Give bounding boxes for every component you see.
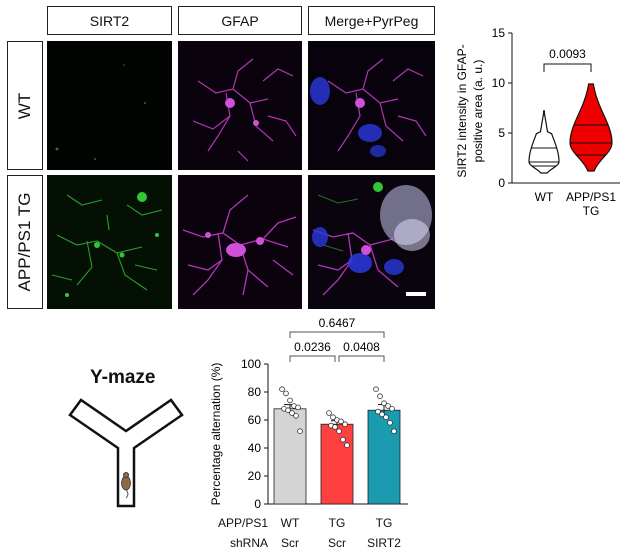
bar-data-point (389, 406, 395, 412)
bar-category-label: TG (328, 516, 346, 530)
micrograph-wt-gfap (178, 41, 302, 170)
micrograph-tg-sirt2 (47, 175, 172, 309)
bar-significance-bracket (338, 355, 385, 362)
bar-data-point (326, 410, 332, 416)
bar-p-value: 0.0236 (294, 340, 331, 354)
bar-data-point (385, 403, 391, 409)
micrograph-tg-merge (308, 175, 435, 309)
violin-shape-wt (528, 110, 560, 174)
bar-row-label-genotype: APP/PS1 (217, 516, 268, 530)
bar-significance-bracket (289, 355, 336, 362)
row-label-wt-text: WT (15, 92, 34, 119)
bar-data-point (377, 393, 383, 399)
violin-shape-tg (569, 83, 613, 172)
bar-row-label-shrna: shRNA (229, 536, 268, 550)
bar-data-point (383, 414, 389, 420)
bar-2 (367, 409, 401, 505)
violin-category-label: WT (535, 190, 554, 204)
violin-y-axis-label-line-1: SIRT2 intensity in GFAP- (455, 44, 469, 177)
bar-p-value: 0.6467 (319, 316, 356, 330)
bar-category-label: TG (375, 516, 393, 530)
ymaze-diagram (68, 398, 184, 508)
violin-y-tick-label: 15 (492, 26, 506, 40)
micrograph-wt-sirt2 (47, 41, 172, 170)
bar-data-point (279, 386, 285, 392)
bar-p-value: 0.0408 (343, 340, 380, 354)
violin-y-tick-label: 0 (498, 176, 505, 190)
column-header-sirt2: SIRT2 (47, 6, 172, 35)
bar-data-point (297, 428, 303, 434)
bar-significance-bracket (289, 331, 385, 338)
violin-y-tick-label: 10 (492, 76, 506, 90)
bar-data-point (336, 428, 342, 434)
bar-1 (320, 423, 354, 505)
bar-data-point (375, 408, 381, 415)
bar-data-point (340, 436, 346, 443)
bar-data-point (295, 404, 301, 411)
bar-data-point (283, 390, 289, 397)
row-label-tg-text: APP/PS1 TG (15, 192, 34, 292)
bar-category-label: SIRT2 (367, 536, 401, 550)
violin-y-axis-label-line-2: positive area (a. u.) (471, 60, 485, 163)
bar-y-tick-label: 20 (248, 469, 262, 483)
bar-data-point (381, 400, 387, 406)
column-header-gfap: GFAP (178, 6, 302, 35)
bar-data-point (338, 418, 344, 425)
ymaze-title: Y-maze (90, 367, 156, 388)
bar-data-point (289, 410, 295, 416)
bar-y-axis-label: Percentage alternation (%) (209, 363, 223, 506)
bar-data-point (287, 397, 293, 404)
bar-category-label: Scr (281, 536, 299, 550)
bar-chart: 0 20 40 60 80 100 0.6467 0.0236 0.0408 Percentag… (209, 316, 408, 511)
violin-p-value: 0.0093 (549, 47, 586, 61)
bar-data-point (391, 428, 397, 434)
bar-y-tick-label: 40 (248, 441, 262, 455)
bar-data-point (330, 414, 336, 420)
bar-data-point (373, 386, 379, 392)
violin-y-tick-label: 5 (498, 126, 505, 140)
bar-category-label: Scr (328, 536, 346, 550)
bar-data-point (285, 407, 291, 413)
bar-data-point (332, 424, 338, 430)
violin-significance-bracket (543, 63, 592, 72)
bar-data-point (293, 413, 299, 419)
violin-category-label: TG (583, 204, 600, 218)
bar-y-tick-label: 100 (241, 357, 261, 371)
bar-data-point (344, 442, 350, 449)
mouse-icon (121, 472, 131, 499)
row-label-wt: WT (7, 41, 43, 170)
bar-category-label: WT (280, 516, 300, 530)
bar-y-tick-label: 60 (248, 413, 262, 427)
bar-y-tick-label: 0 (254, 497, 261, 511)
bar-0 (273, 408, 307, 505)
bar-y-tick-label: 80 (248, 385, 262, 399)
scale-bar (406, 292, 426, 296)
bar-data-point (387, 420, 393, 426)
bar-data-point (379, 411, 385, 418)
row-label-tg: APP/PS1 TG (7, 175, 43, 309)
micrograph-wt-merge (308, 41, 435, 170)
column-header-merge: Merge+PyrPeg (308, 6, 435, 35)
violin-category-label: APP/PS1 (566, 190, 616, 204)
bar-data-point (342, 421, 348, 427)
micrograph-tg-gfap (178, 175, 302, 309)
